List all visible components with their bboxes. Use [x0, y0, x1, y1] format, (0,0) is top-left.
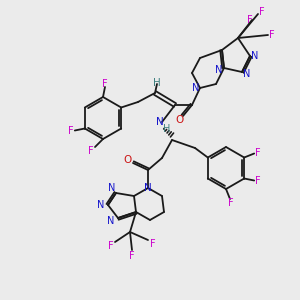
Text: F: F: [150, 239, 156, 249]
Text: F: F: [108, 241, 114, 251]
Text: F: F: [255, 148, 261, 158]
Text: F: F: [255, 176, 261, 187]
Text: N: N: [215, 65, 223, 75]
Text: O: O: [175, 115, 183, 125]
Text: N: N: [97, 200, 105, 210]
Text: F: F: [88, 146, 94, 156]
Text: F: F: [102, 79, 108, 89]
Text: H: H: [163, 124, 171, 134]
Text: F: F: [269, 30, 275, 40]
Text: N: N: [108, 183, 116, 193]
Text: O: O: [124, 155, 132, 165]
Text: F: F: [129, 251, 135, 261]
Text: N: N: [156, 117, 164, 127]
Text: F: F: [259, 7, 265, 17]
Text: F: F: [68, 125, 74, 136]
Text: N: N: [243, 69, 251, 79]
Text: F: F: [228, 198, 234, 208]
Text: F: F: [247, 15, 253, 25]
Text: N: N: [192, 83, 200, 93]
Text: N: N: [144, 183, 152, 193]
Text: N: N: [107, 216, 115, 226]
Text: H: H: [153, 78, 161, 88]
Text: N: N: [251, 51, 259, 61]
